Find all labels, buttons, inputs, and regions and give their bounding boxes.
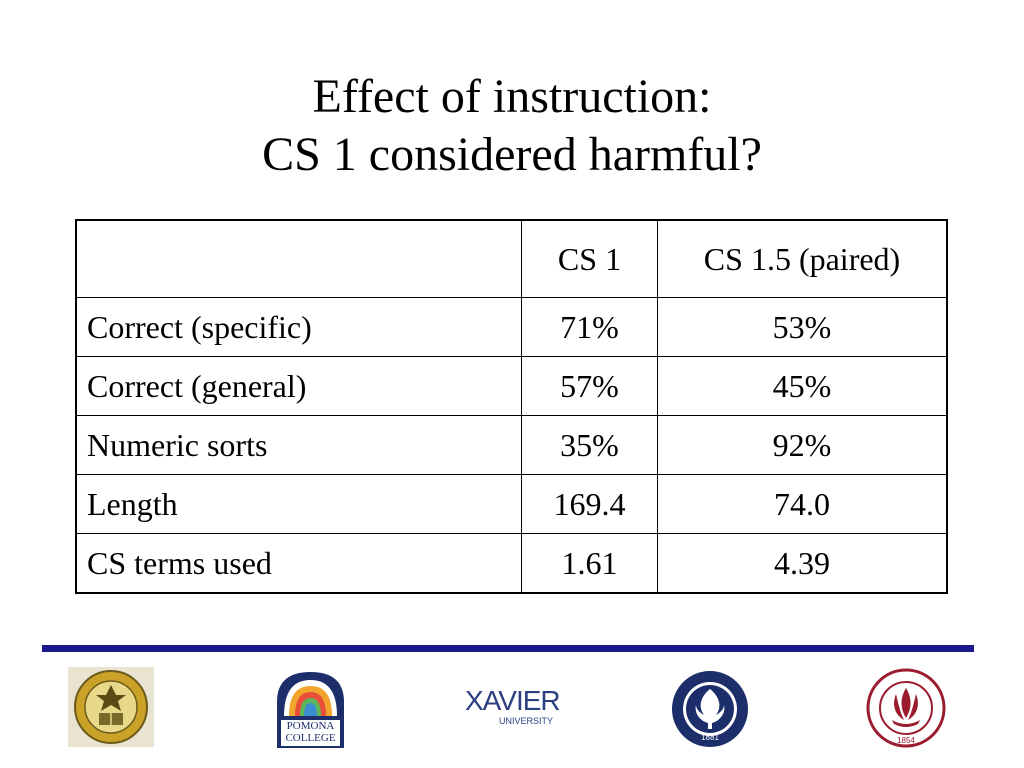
ric-year: 1854 [897,736,915,745]
xavier-text: XAVIER [465,685,561,716]
table-row: CS terms used 1.61 4.39 [75,533,948,594]
pomona-text-2: COLLEGE [285,732,336,744]
cs15-value: 4.39 [657,533,948,594]
cs15-value: 92% [657,415,948,475]
table-header-row: CS 1 CS 1.5 (paired) [75,219,948,298]
xavier-logo-icon: XAVIER UNIVERSITY [465,685,561,728]
row-label: Length [75,474,522,534]
slide-title: Effect of instruction: CS 1 considered h… [0,68,1024,184]
title-line-2: CS 1 considered harmful? [262,128,762,181]
title-line-1: Effect of instruction: [312,70,712,123]
cs15-value: 53% [657,297,948,357]
row-label: Correct (general) [75,356,522,416]
table-row: Length 169.4 74.0 [75,474,948,534]
header-cell-empty [75,219,522,298]
uconn-seal-icon: 1881 [670,669,750,749]
cs15-value: 45% [657,356,948,416]
cs1-value: 169.4 [521,474,658,534]
xavier-sub-text: UNIVERSITY [498,716,553,726]
cs1-value: 71% [521,297,658,357]
ucsd-seal-icon [68,667,154,747]
ric-seal-icon: 1854 [866,666,946,750]
table-row: Correct (specific) 71% 53% [75,297,948,357]
footer-rule [42,645,974,652]
pomona-text-1: POMONA [286,720,335,732]
header-cell-cs15: CS 1.5 (paired) [657,219,948,298]
table-row: Correct (general) 57% 45% [75,356,948,416]
table-row: Numeric sorts 35% 92% [75,415,948,475]
row-label: CS terms used [75,533,522,594]
uconn-year: 1881 [701,733,719,742]
cs1-value: 1.61 [521,533,658,594]
row-label: Numeric sorts [75,415,522,475]
cs1-value: 35% [521,415,658,475]
results-table: CS 1 CS 1.5 (paired) Correct (specific) … [75,219,948,594]
cs15-value: 74.0 [657,474,948,534]
cs1-value: 57% [521,356,658,416]
header-cell-cs1: CS 1 [521,219,658,298]
pomona-logo-icon: POMONA COLLEGE [273,668,348,750]
row-label: Correct (specific) [75,297,522,357]
